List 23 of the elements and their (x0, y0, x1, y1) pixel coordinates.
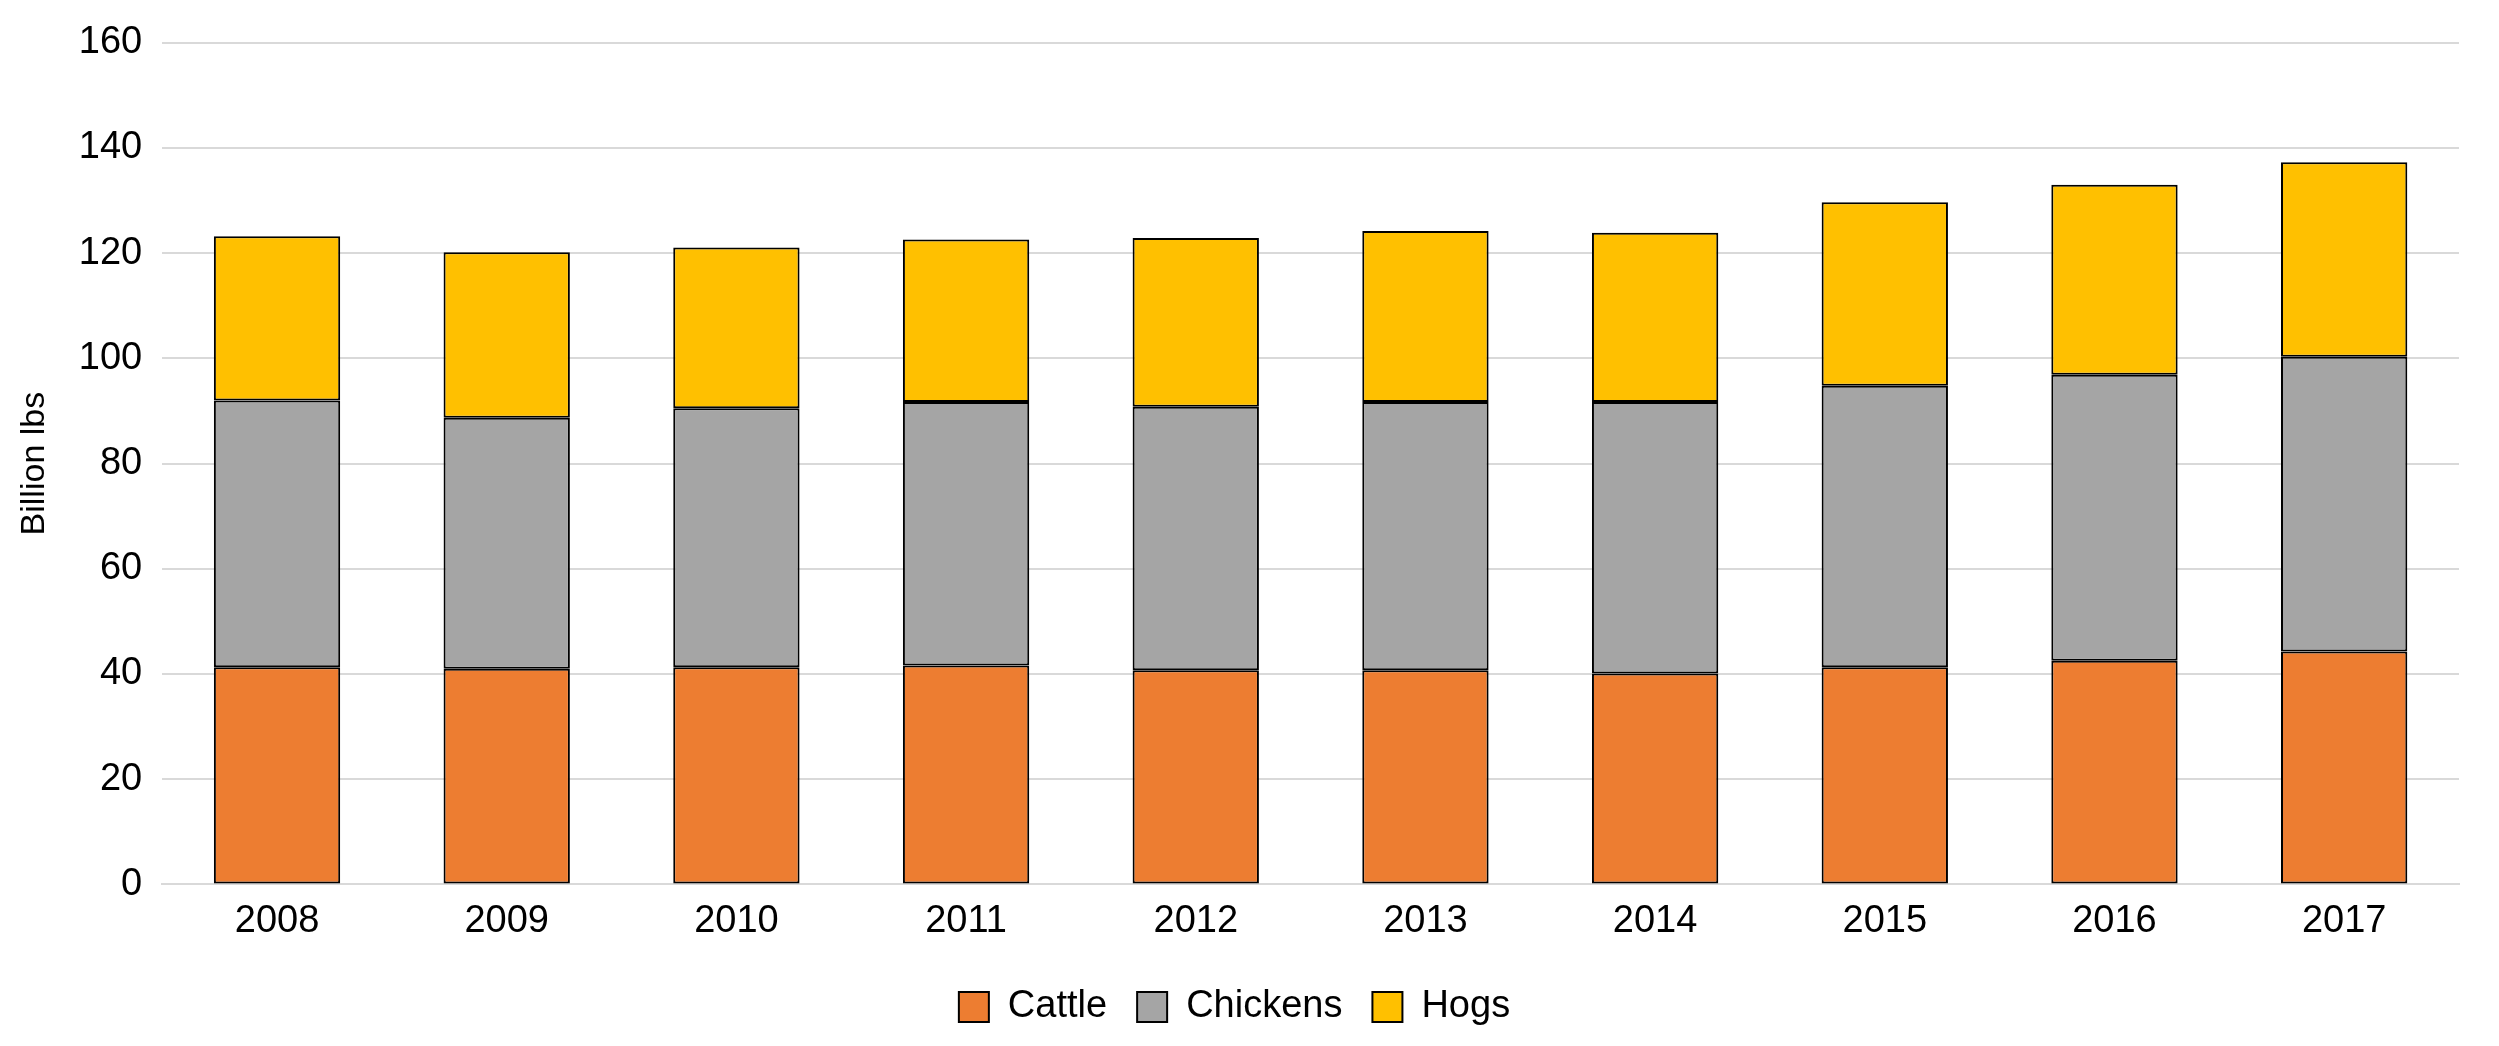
y-tick-label: 160 (78, 19, 143, 62)
legend-label: Chickens (1186, 983, 1343, 1026)
x-tick-label: 2014 (1612, 897, 1698, 940)
y-tick-label: 100 (78, 334, 143, 377)
x-tick-label: 2016 (2072, 897, 2157, 940)
y-tick-label: 20 (99, 755, 143, 798)
y-tick-label: 80 (99, 440, 143, 483)
y-axis-title: Billion lbs (12, 391, 51, 536)
x-tick-label: 2017 (2301, 897, 2387, 940)
x-tick-label: 2015 (1842, 897, 1928, 940)
x-tick-label: 2013 (1383, 897, 1468, 940)
x-tick-label: 2012 (1153, 897, 1239, 940)
y-tick-label: 120 (78, 229, 143, 272)
x-tick-label: 2009 (464, 897, 549, 940)
legend-label: Hogs (1421, 983, 1511, 1026)
y-tick-label: 0 (121, 860, 143, 903)
x-tick-label: 2011 (925, 897, 1007, 940)
legend-label: Cattle (1007, 983, 1108, 1026)
y-tick-label: 60 (99, 545, 143, 588)
x-tick-label: 2010 (694, 897, 779, 940)
x-tick-label: 2008 (234, 897, 320, 940)
y-tick-label: 140 (78, 124, 143, 167)
y-tick-label: 40 (99, 650, 143, 693)
